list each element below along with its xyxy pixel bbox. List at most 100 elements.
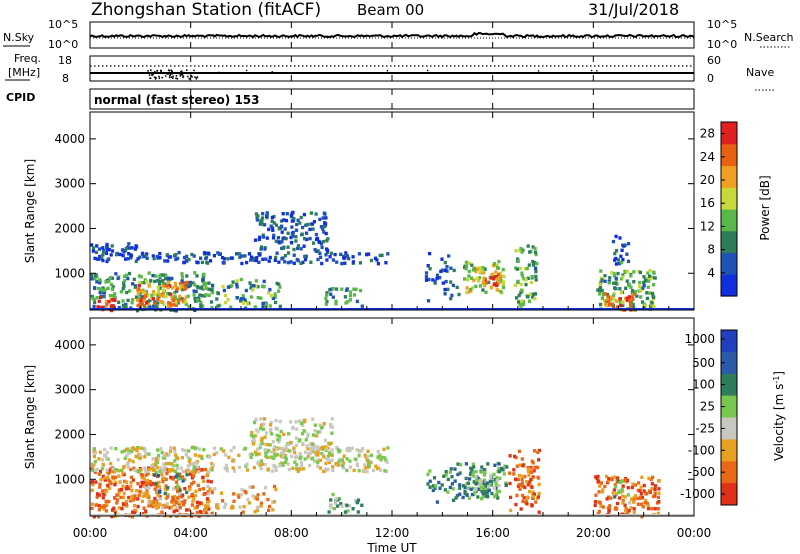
heat-cell bbox=[290, 219, 294, 223]
heat-cell bbox=[645, 291, 649, 295]
heat-cell bbox=[273, 292, 277, 296]
heat-cell bbox=[247, 252, 252, 256]
heat-cell bbox=[472, 480, 476, 484]
heat-cell bbox=[270, 455, 274, 459]
heat-cell bbox=[254, 453, 258, 457]
heat-cell bbox=[527, 490, 532, 494]
heat-cell bbox=[444, 268, 448, 273]
heat-cell bbox=[463, 489, 467, 494]
heat-cell bbox=[212, 446, 217, 450]
heat-cell bbox=[117, 506, 121, 510]
heat-cell bbox=[495, 277, 499, 281]
heat-cell bbox=[299, 421, 303, 425]
heat-cell bbox=[156, 297, 160, 301]
heat-cell bbox=[518, 487, 522, 491]
heat-cell bbox=[123, 479, 127, 484]
heat-cell bbox=[309, 211, 313, 215]
heat-cell bbox=[166, 493, 170, 497]
heat-cell bbox=[101, 489, 105, 493]
heat-cell bbox=[159, 447, 163, 451]
heat-cell bbox=[300, 232, 304, 236]
heat-cell bbox=[536, 475, 540, 480]
heat-cell bbox=[182, 260, 186, 265]
heat-cell bbox=[339, 502, 343, 506]
heat-cell bbox=[111, 304, 115, 308]
heat-cell bbox=[330, 453, 334, 457]
heat-cell bbox=[147, 271, 151, 275]
heat-cell bbox=[274, 239, 278, 243]
heat-cell bbox=[149, 296, 154, 301]
heat-cell bbox=[329, 251, 333, 255]
heat-cell bbox=[318, 466, 322, 470]
heat-cell bbox=[613, 475, 617, 479]
heat-cell bbox=[621, 494, 625, 498]
heat-cell bbox=[458, 486, 462, 490]
heat-cell bbox=[265, 236, 269, 240]
heat-cell bbox=[259, 296, 263, 300]
heat-cell bbox=[210, 305, 214, 310]
heat-cell bbox=[475, 267, 479, 271]
heat-cell bbox=[167, 255, 171, 259]
heat-cell bbox=[136, 257, 140, 261]
heat-cell bbox=[258, 235, 262, 239]
heat-cell bbox=[519, 246, 523, 251]
heat-cell bbox=[249, 433, 253, 438]
heat-cell bbox=[593, 500, 598, 504]
heat-cell bbox=[127, 242, 131, 246]
heat-cell bbox=[444, 470, 448, 474]
heat-cell bbox=[621, 303, 625, 308]
heat-cell bbox=[163, 259, 167, 263]
heat-cell bbox=[139, 281, 144, 285]
heat-cell bbox=[153, 292, 157, 297]
heat-cell bbox=[274, 468, 278, 473]
heat-cell bbox=[180, 275, 185, 279]
heat-cell bbox=[111, 475, 115, 479]
heat-cell bbox=[95, 257, 100, 261]
heat-cell bbox=[102, 305, 106, 309]
heat-cell bbox=[530, 504, 534, 508]
heat-cell bbox=[494, 480, 498, 485]
heat-cell bbox=[289, 235, 293, 240]
heat-cell bbox=[298, 221, 302, 225]
heat-cell bbox=[185, 274, 189, 278]
heat-cell bbox=[529, 280, 533, 285]
heat-cell bbox=[118, 480, 122, 484]
heat-cell bbox=[454, 496, 458, 500]
heat-cell bbox=[241, 294, 245, 298]
heat-cell bbox=[206, 497, 210, 501]
heat-cell bbox=[514, 502, 518, 507]
heat-cell bbox=[631, 482, 635, 486]
heat-cell bbox=[98, 485, 102, 489]
heat-cell bbox=[151, 502, 155, 507]
freq-left-bottom: 8 bbox=[62, 72, 69, 85]
heat-cell bbox=[617, 496, 622, 500]
heat-cell bbox=[483, 281, 487, 286]
heat-cell bbox=[90, 243, 94, 247]
heat-cell bbox=[600, 278, 604, 282]
heat-cell bbox=[232, 469, 237, 473]
heat-cell bbox=[482, 276, 486, 280]
heat-cell bbox=[598, 282, 602, 287]
heat-cell bbox=[194, 299, 198, 303]
heat-cell bbox=[331, 295, 335, 299]
heat-cell bbox=[105, 450, 109, 455]
heat-cell bbox=[274, 255, 278, 260]
heat-cell bbox=[259, 247, 263, 251]
heat-cell bbox=[470, 276, 474, 280]
heat-cell bbox=[327, 458, 331, 463]
heat-cell bbox=[615, 305, 619, 309]
heat-cell bbox=[226, 285, 230, 289]
heat-cell bbox=[263, 435, 267, 439]
heat-cell bbox=[231, 280, 235, 284]
heat-cell bbox=[263, 462, 267, 467]
heat-cell bbox=[272, 500, 277, 504]
heat-cell bbox=[499, 273, 503, 278]
heat-cell bbox=[157, 480, 161, 485]
heat-cell bbox=[627, 298, 631, 303]
heat-cell bbox=[627, 509, 631, 513]
velocity-heatmap bbox=[90, 417, 661, 519]
heat-cell bbox=[529, 292, 533, 296]
heat-cell bbox=[151, 304, 156, 308]
heat-cell bbox=[310, 457, 314, 461]
heat-cell bbox=[520, 481, 525, 485]
